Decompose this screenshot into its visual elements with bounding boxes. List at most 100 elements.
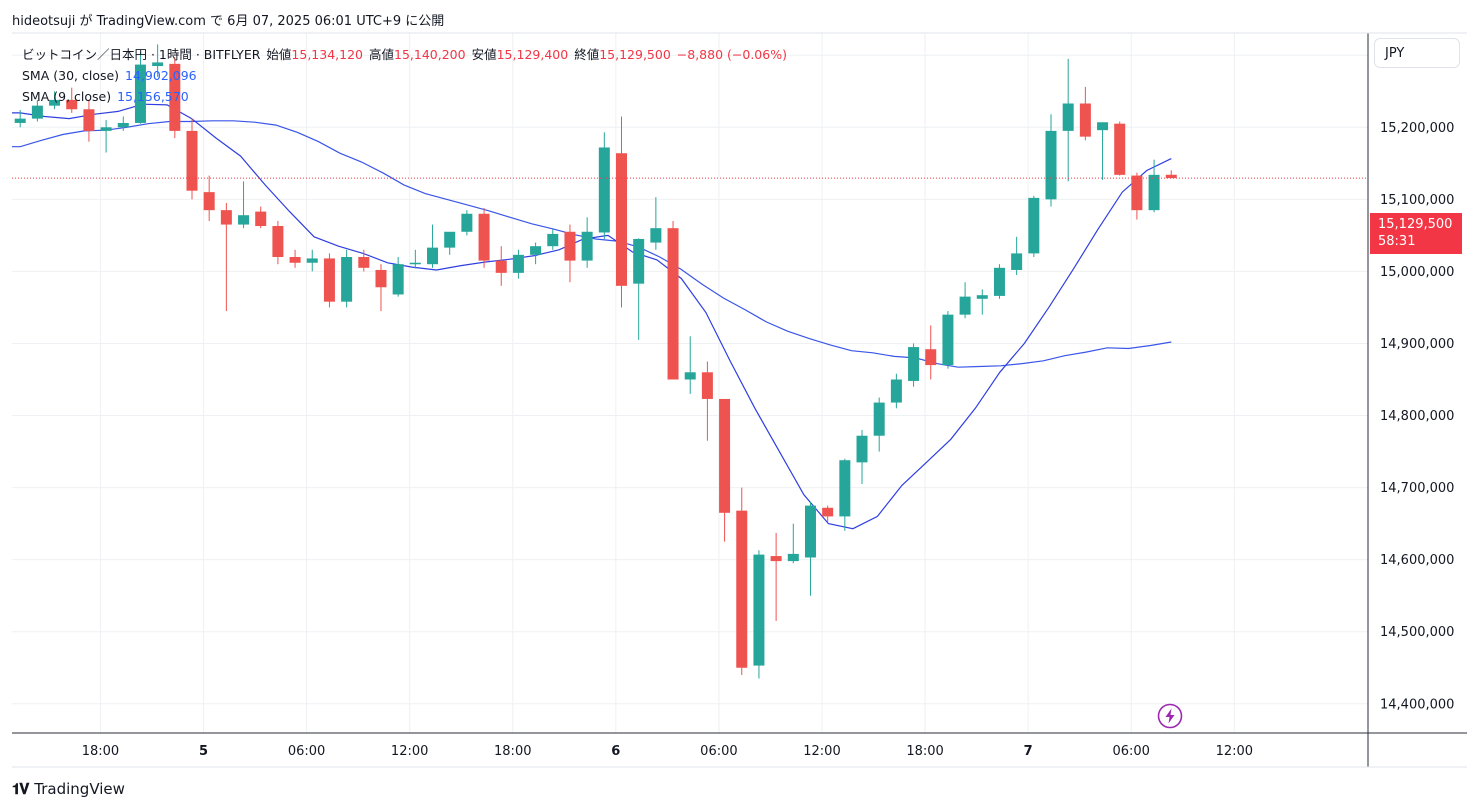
candle-body: [1148, 174, 1160, 211]
legend-sma9-row[interactable]: SMA (9, close) 15,156,570: [22, 86, 787, 107]
candle: [667, 220, 679, 380]
candle-body: [152, 62, 164, 67]
open-label: 始値: [266, 47, 292, 62]
candle: [1028, 195, 1040, 257]
candle-body: [186, 130, 198, 191]
time-tick-label: 12:00: [803, 744, 840, 759]
candle-body: [959, 296, 971, 315]
candle: [220, 202, 232, 312]
candle-body: [908, 347, 920, 381]
candle: [358, 249, 370, 272]
price-axis: 15,300,00015,200,00015,100,00015,000,000…: [1380, 49, 1454, 713]
candle: [512, 249, 524, 279]
candle-body: [581, 231, 593, 261]
price-tick-label: 14,800,000: [1380, 409, 1454, 424]
open-value: 15,134,120: [291, 47, 363, 62]
time-tick-label: 6: [611, 744, 620, 759]
sma9-value: 15,156,570: [117, 89, 189, 104]
candle-body: [719, 398, 731, 513]
candle: [633, 238, 645, 340]
low-value: 15,129,400: [496, 47, 569, 62]
candle-body: [650, 228, 662, 243]
time-tick-label: 18:00: [906, 744, 943, 759]
time-tick-label: 06:00: [700, 744, 737, 759]
candle: [856, 429, 868, 484]
candle-body: [925, 349, 937, 366]
time-tick-label: 06:00: [1112, 744, 1149, 759]
candle: [255, 206, 267, 229]
time-axis: 18:00 5 06:00 12:00 18:00 6 06:00 12:00 18:00 7 06…: [82, 744, 1253, 759]
candle: [684, 336, 696, 394]
symbol-title[interactable]: ビットコイン／日本円 · 1時間 · BITFLYER: [22, 47, 261, 62]
candle: [1131, 172, 1143, 220]
candle-body: [1028, 197, 1040, 254]
high-label: 高値: [369, 47, 395, 62]
candle: [444, 231, 456, 255]
candle: [873, 397, 885, 452]
candle-body: [667, 228, 679, 380]
candle-body: [14, 118, 26, 123]
legend-sma30-row[interactable]: SMA (30, close) 14,902,096: [22, 65, 787, 86]
candle: [547, 229, 559, 250]
legend-ohlc-row: ビットコイン／日本円 · 1時間 · BITFLYER 始値15,134,120…: [22, 44, 787, 65]
candle: [392, 256, 404, 297]
tv-logo-icon: 𝟏𝐕: [12, 780, 29, 798]
candle: [169, 57, 181, 139]
candle-body: [770, 556, 782, 562]
candle-body: [753, 554, 765, 666]
last-price-value: 15,129,500: [1378, 217, 1453, 232]
candle: [1079, 86, 1091, 141]
candle-body: [409, 262, 421, 265]
candle: [701, 361, 713, 441]
candle-body: [134, 64, 146, 123]
candle: [976, 289, 988, 315]
sma9-polyline: [12, 103, 1172, 530]
candle-body: [289, 256, 301, 263]
low-label: 安値: [471, 47, 497, 62]
candle-body: [787, 553, 799, 562]
candle-body: [1079, 103, 1091, 137]
candle: [839, 458, 851, 531]
candle: [323, 253, 335, 308]
candle: [49, 91, 61, 110]
candle: [134, 51, 146, 124]
candles: [14, 44, 1177, 679]
candle: [375, 264, 387, 312]
price-tick-label: 15,200,000: [1380, 121, 1454, 136]
price-tick-label: 14,500,000: [1380, 625, 1454, 640]
chart-legend: ビットコイン／日本円 · 1時間 · BITFLYER 始値15,134,120…: [22, 44, 787, 107]
candle-body: [598, 147, 610, 233]
price-tick-label: 14,700,000: [1380, 481, 1454, 496]
candle: [1062, 58, 1074, 182]
candle: [616, 116, 627, 308]
flash-icon[interactable]: [1157, 703, 1183, 729]
candle-body: [83, 109, 95, 131]
candle-body: [993, 267, 1005, 296]
candle: [1165, 170, 1177, 179]
candle-body: [203, 192, 215, 211]
candle: [409, 249, 421, 269]
candle: [341, 249, 353, 308]
candle-body: [272, 226, 284, 257]
candle: [203, 175, 215, 221]
candle-body: [736, 510, 748, 668]
candle: [753, 550, 765, 679]
candle-body: [684, 372, 696, 380]
candle: [804, 502, 816, 596]
currency-button[interactable]: JPY: [1374, 38, 1460, 68]
candle-body: [117, 122, 129, 128]
candle: [14, 109, 26, 128]
candle: [908, 343, 920, 387]
candle-body: [255, 211, 267, 227]
candle-body: [890, 379, 902, 403]
candle-body: [375, 269, 387, 288]
candle: [66, 87, 78, 113]
candle: [1148, 159, 1160, 213]
time-tick-label: 12:00: [1216, 744, 1253, 759]
tradingview-logo[interactable]: 𝟏𝐕 TradingView: [12, 780, 125, 798]
candle: [598, 132, 610, 239]
candle-body: [169, 63, 181, 131]
sma9-label: SMA (9, close): [22, 89, 112, 104]
candle: [787, 523, 799, 564]
